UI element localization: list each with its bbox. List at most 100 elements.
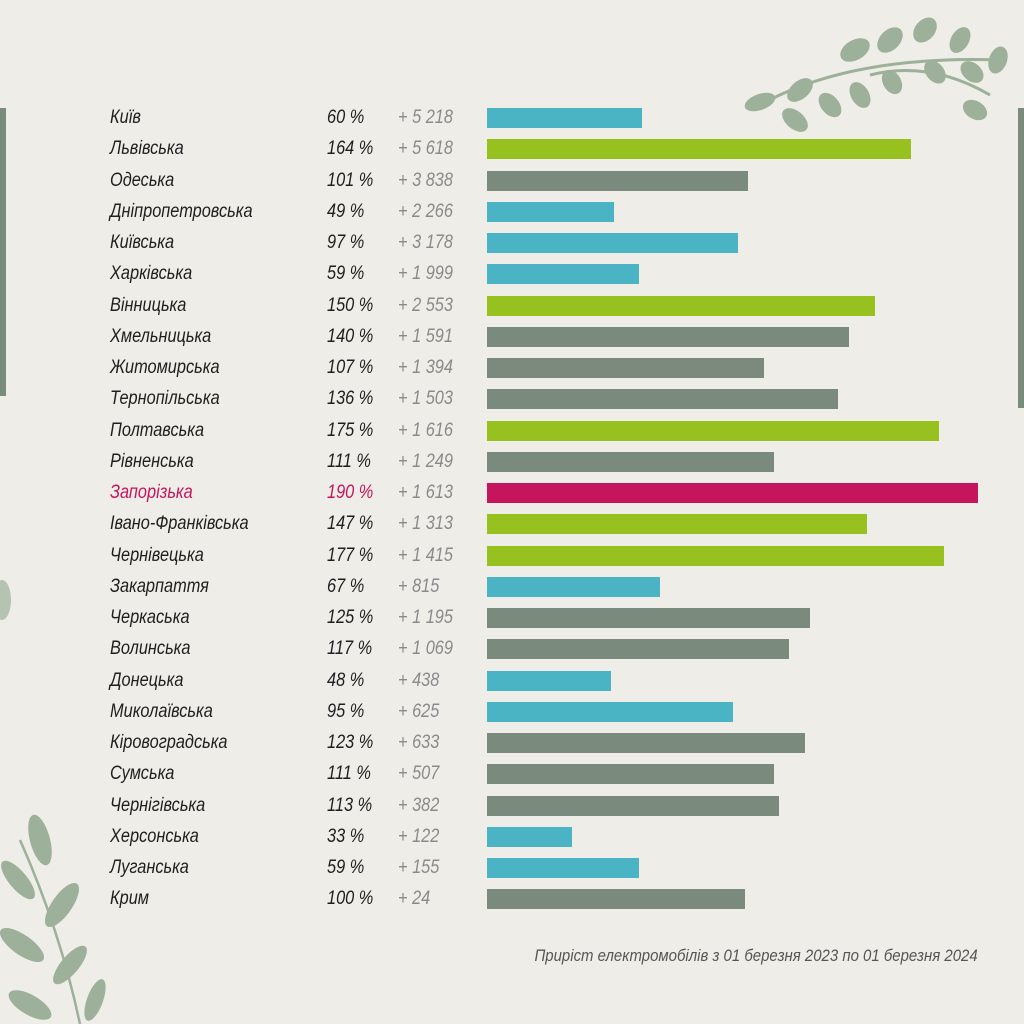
increment-label: + 1 591 [398,325,453,347]
growth-percent-label: 140 % [327,325,374,347]
growth-bar [487,545,945,566]
region-label: Київська [110,232,175,253]
increment-label: + 1 616 [398,419,453,441]
increment-label: + 155 [398,857,440,878]
chart-row: Київська 97 % + 3 178 [0,227,1024,258]
growth-bar [487,514,867,535]
chart-row: Київ 60 % + 5 218 [0,102,1024,133]
growth-percent-label: 49 % [327,200,365,222]
increment-label: + 2 266 [398,200,453,222]
region-label: Тернопільська [110,388,220,410]
increment-label: + 2 553 [398,294,453,316]
growth-percent-label: 101 % [327,169,374,191]
chart-row: Івано-Франківська 147 % + 1 313 [0,508,1024,539]
region-label: Черкаська [110,607,190,628]
increment-label: + 1 999 [398,263,453,285]
growth-percent-label: 59 % [327,857,365,878]
growth-percent-label: 111 % [327,450,371,472]
growth-bar [487,639,790,660]
growth-percent-label: 147 % [327,513,374,535]
growth-bar [487,608,811,628]
growth-percent-label: 125 % [327,607,374,628]
growth-percent-label: 111 % [327,763,371,785]
increment-label: + 625 [398,700,440,722]
chart-row: Донецька 48 % + 438 [0,665,1024,696]
chart-row: Луганська 59 % + 155 [0,852,1024,883]
increment-label: + 1 613 [398,482,453,503]
growth-bar [487,826,573,847]
growth-percent-label: 150 % [327,294,374,316]
increment-label: + 24 [398,888,431,910]
increment-label: + 382 [398,794,440,816]
increment-label: + 5 218 [398,107,453,128]
region-label: Херсонська [110,825,199,847]
growth-percent-label: 164 % [327,138,374,160]
chart-row: Кіровоградська 123 % + 633 [0,727,1024,758]
chart-row: Житомирська 107 % + 1 394 [0,352,1024,383]
growth-bar [487,295,875,316]
growth-percent-label: 190 % [327,482,374,503]
growth-percent-label: 100 % [327,888,374,910]
region-label: Житомирська [110,357,220,378]
region-label: Хмельницька [110,325,212,347]
increment-label: + 1 503 [398,388,453,410]
chart-row: Рівненська 111 % + 1 249 [0,446,1024,477]
growth-bar [487,358,764,378]
growth-bar [487,795,780,816]
region-label: Чернівецька [110,544,204,566]
chart-row: Закарпаття 67 % + 815 [0,571,1024,602]
region-label: Одеська [110,169,175,191]
increment-label: + 633 [398,732,440,753]
growth-percent-label: 59 % [327,263,365,285]
growth-bar [487,170,748,191]
region-label: Волинська [110,638,191,660]
increment-label: + 1 394 [398,357,453,378]
growth-bar [487,201,614,222]
increment-label: + 3 838 [398,169,453,191]
growth-bar [487,451,774,472]
increment-label: + 5 618 [398,138,453,160]
growth-bar [487,764,774,785]
region-label: Чернігівська [110,794,206,816]
increment-label: + 1 415 [398,544,453,566]
region-label: Луганська [110,857,189,878]
growth-percent-label: 97 % [327,232,365,253]
increment-label: + 507 [398,763,440,785]
growth-bar [487,420,940,441]
growth-bar [487,701,733,722]
chart-row: Сумська 111 % + 507 [0,758,1024,789]
chart-row: Херсонська 33 % + 122 [0,821,1024,852]
chart-row: Дніпропетровська 49 % + 2 266 [0,196,1024,227]
increment-label: + 3 178 [398,232,453,253]
increment-label: + 122 [398,825,440,847]
growth-bar [487,108,643,128]
increment-label: + 1 069 [398,638,453,660]
chart-row: Крим 100 % + 24 [0,883,1024,914]
growth-bar [487,389,839,410]
chart-row: Чернігівська 113 % + 382 [0,790,1024,821]
region-label: Дніпропетровська [110,200,253,222]
increment-label: + 1 195 [398,607,453,628]
chart-row: Одеська 101 % + 3 838 [0,165,1024,196]
growth-percent-label: 60 % [327,107,365,128]
growth-percent-label: 136 % [327,388,374,410]
region-label: Київ [110,107,141,128]
region-label: Івано-Франківська [110,513,249,535]
region-label: Донецька [110,669,184,691]
growth-percent-label: 123 % [327,732,374,753]
chart-row: Полтавська 175 % + 1 616 [0,415,1024,446]
growth-bar [487,889,746,910]
chart-caption: Приріст електромобілів з 01 березня 2023… [534,946,978,965]
region-label: Миколаївська [110,700,213,722]
increment-label: + 815 [398,575,440,597]
growth-bar [487,233,738,253]
region-label: Львівська [110,138,184,160]
growth-bar [487,326,849,347]
chart-row: Запорізька 190 % + 1 613 [0,477,1024,508]
growth-bar [487,670,612,691]
left-edge-stripe [0,108,6,396]
increment-label: + 438 [398,669,440,691]
chart-row: Черкаська 125 % + 1 195 [0,602,1024,633]
chart-row: Вінницька 150 % + 2 553 [0,290,1024,321]
